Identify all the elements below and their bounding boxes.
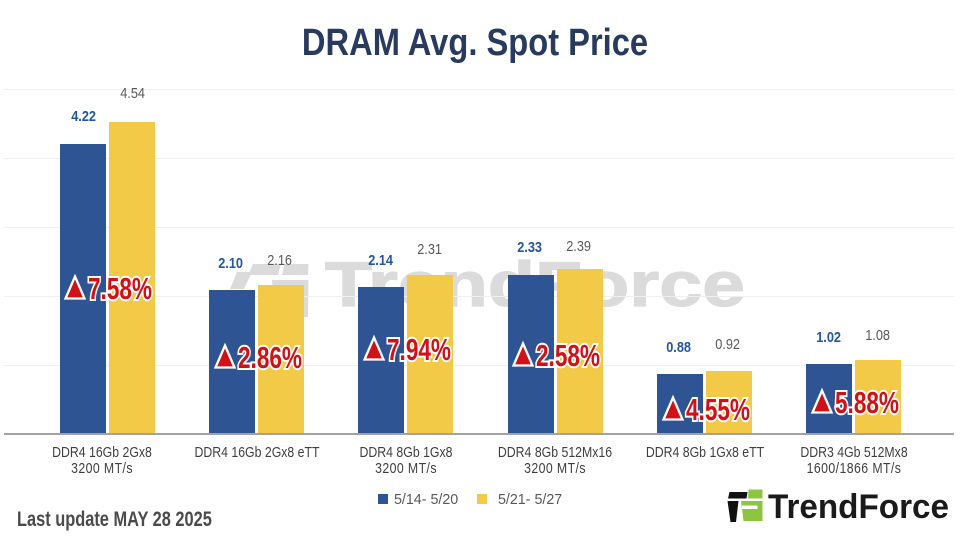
svg-text:5.88%: 5.88% (835, 385, 899, 419)
svg-text:TrendForce: TrendForce (768, 488, 949, 526)
svg-text:7.94%: 7.94% (387, 332, 451, 366)
svg-text:7.58%: 7.58% (88, 271, 152, 305)
svg-text:2.86%: 2.86% (238, 340, 302, 374)
svg-text:2.58%: 2.58% (536, 338, 600, 372)
svg-text:4.55%: 4.55% (686, 392, 750, 426)
